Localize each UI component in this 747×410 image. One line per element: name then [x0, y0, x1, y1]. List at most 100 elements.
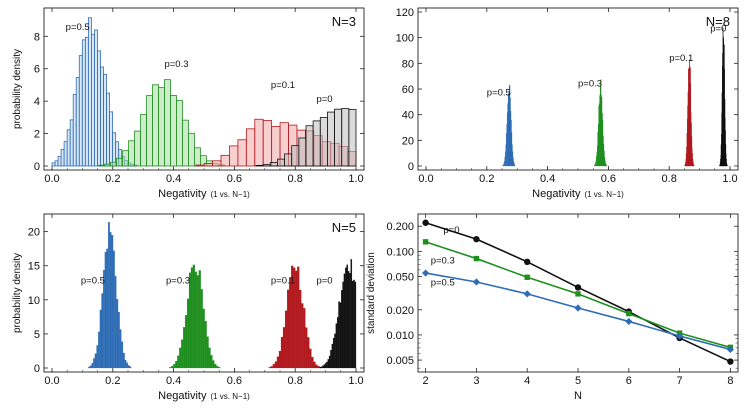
series-p05: p=0.5	[81, 222, 132, 369]
histogram-bar	[331, 343, 334, 369]
histogram-bar	[60, 148, 65, 167]
series-label: p=0.3	[431, 255, 455, 266]
histogram-bar	[108, 222, 110, 369]
histogram-bar	[84, 36, 89, 167]
y-tick-label: 120	[396, 7, 414, 19]
y-axis-title: standard deviation	[366, 252, 377, 334]
x-tick-label: 0.2	[479, 173, 494, 185]
data-point	[422, 219, 429, 226]
y-tick-label: 15	[28, 261, 40, 273]
x-tick-label: 1.0	[348, 375, 363, 387]
histogram-bar	[303, 308, 306, 369]
histogram-bar	[194, 147, 201, 167]
histogram-bar	[127, 365, 130, 369]
y-tick-label: 8	[34, 31, 40, 43]
histogram-bar	[229, 145, 239, 167]
histogram-bar	[312, 120, 321, 167]
histogram-bar	[109, 111, 114, 167]
histogram-bar	[309, 348, 312, 369]
histogram-bar	[350, 259, 353, 369]
histogram-bar	[606, 165, 608, 167]
histogram-bar	[295, 270, 298, 369]
series-label: p=0.5	[81, 275, 105, 286]
histogram-bar	[317, 366, 320, 369]
histogram-bar	[319, 117, 328, 167]
histogram-bar	[346, 264, 348, 369]
series-label: p=0.3	[164, 59, 188, 70]
histogram-bar	[128, 140, 135, 167]
histogram-bar	[117, 311, 120, 369]
y-tick-label: 0.200	[386, 221, 414, 233]
series-label: p=0.3	[166, 275, 190, 286]
histogram-bar	[87, 17, 92, 167]
histogram-bar	[182, 119, 189, 167]
series-label: p=0	[316, 94, 332, 105]
x-tick-label: 0.6	[227, 375, 242, 387]
series-label: p=0.1	[271, 80, 295, 91]
histogram-bar	[307, 337, 310, 369]
histogram-bar	[122, 352, 125, 369]
series-p05: p=0.5	[51, 17, 138, 167]
data-point	[625, 317, 633, 326]
histogram-bar	[354, 281, 357, 369]
histogram-bar	[171, 365, 174, 369]
series-p0: p=0	[316, 259, 357, 369]
histogram-bar	[177, 355, 180, 369]
histogram-bar	[88, 366, 91, 369]
histogram-bar	[119, 329, 122, 369]
histogram-bar	[210, 355, 213, 369]
histogram-bar	[297, 266, 300, 369]
histogram-bar	[181, 339, 184, 369]
histogram-bar	[100, 66, 104, 167]
x-tick-label: 0.8	[662, 173, 677, 185]
histogram-bar	[218, 367, 221, 369]
series-p03: p=0.3	[98, 59, 225, 167]
y-tick-label: 20	[402, 135, 414, 147]
histogram-bar	[513, 162, 515, 167]
histogram-bar	[343, 273, 346, 369]
x-tick-label: 2	[423, 375, 429, 387]
histogram-bar	[106, 248, 109, 369]
histogram-bar	[341, 108, 350, 167]
data-point	[473, 255, 480, 262]
histogram-bar	[328, 355, 331, 369]
histogram-bar	[198, 270, 201, 369]
y-tick-label: 0.010	[386, 330, 414, 342]
histogram-bar	[254, 118, 264, 167]
histogram-bar	[54, 160, 59, 167]
histogram-bar	[94, 353, 97, 369]
histogram-bar	[185, 315, 188, 369]
histogram-bar	[269, 162, 278, 167]
histogram-bar	[212, 360, 215, 369]
series-label: p=0.5	[66, 22, 90, 33]
y-tick-label: 0.005	[386, 355, 414, 367]
panel-label: N=5	[332, 220, 356, 235]
histogram-bar	[278, 350, 282, 369]
histogram-bar	[101, 293, 104, 369]
x-tick-label: 1.0	[348, 173, 363, 185]
y-tick-label: 100	[396, 33, 414, 45]
x-axis-title: Negativity (1 vs. N−1)	[158, 188, 250, 200]
data-point	[574, 284, 582, 291]
histogram-bar	[330, 350, 332, 369]
histogram-bar	[319, 366, 321, 369]
histogram-bar	[286, 289, 290, 369]
panel-top-left: 0.0 0.2 0.4 0.6 0.8 1.0 0 2 4 6 8 Negativity (1 vs. …	[12, 7, 365, 200]
series-label: p=0	[316, 275, 332, 286]
series-p01: p=0.1	[268, 265, 322, 369]
y-tick-label: 20	[28, 227, 40, 239]
x-tick-label: 0.6	[601, 173, 616, 185]
histogram-bar	[72, 94, 77, 167]
histogram-bar	[326, 361, 328, 369]
histogram-bar	[129, 366, 132, 369]
histogram-bar	[245, 128, 256, 167]
x-axis-title-main: Negativity	[532, 188, 581, 200]
histogram-bar	[146, 95, 153, 167]
histogram-bar	[99, 309, 102, 369]
histogram-bar	[140, 114, 147, 167]
histogram-bar	[212, 160, 222, 167]
histogram-bar	[111, 235, 114, 369]
histogram-bar	[262, 164, 271, 167]
histogram-bar	[202, 308, 205, 369]
histogram-bar	[339, 302, 342, 369]
